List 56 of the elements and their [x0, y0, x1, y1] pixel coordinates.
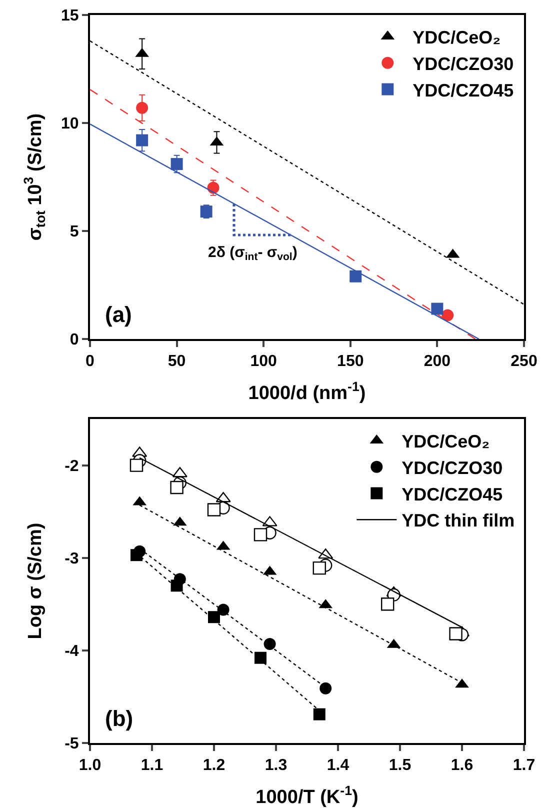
x-tick-label: 1.2	[202, 757, 226, 774]
x-axis-title: 1000/d (nm$^{-1}$)	[248, 379, 366, 404]
x-tick-label: 1.0	[78, 757, 102, 774]
x-tick-label: 250	[510, 353, 538, 370]
annotation: (b)	[105, 706, 134, 731]
point	[320, 682, 332, 694]
legend-label: YDC/CZO45	[402, 484, 503, 504]
annotation: 2δ (σ$_{int}$- σ$_{vol}$)	[208, 244, 298, 264]
point	[442, 309, 454, 322]
annotation: (a)	[105, 302, 132, 327]
legend-label: YDC/CeO₂	[402, 431, 490, 452]
point	[313, 708, 326, 720]
legend-label: YDC/CZO30	[402, 458, 503, 478]
x-tick-label: 150	[337, 353, 364, 370]
point	[254, 652, 266, 664]
point	[208, 611, 220, 624]
y-tick-label: 10	[61, 116, 79, 133]
y-tick-label: -2	[64, 458, 79, 475]
x-tick-label: 1.6	[450, 757, 474, 774]
legend-label: YDC/CZO45	[412, 80, 514, 100]
x-tick-label: 100	[250, 353, 278, 370]
point	[431, 302, 444, 315]
y-tick-label: -3	[64, 550, 79, 568]
x-tick-label: 50	[168, 353, 186, 370]
point	[264, 638, 276, 650]
point	[254, 528, 268, 542]
x-axis-title: 1000/T (K$^{-1}$)	[256, 783, 358, 808]
legend-label: YDC/CZO30	[412, 54, 514, 74]
legend-label: YDC thin film	[402, 510, 515, 531]
x-tick-label: 0	[86, 353, 95, 370]
point	[312, 561, 326, 575]
point	[207, 503, 221, 516]
point	[136, 102, 148, 114]
x-tick-label: 1.1	[140, 757, 164, 774]
point	[350, 270, 362, 282]
y-axis-title: Log σ (S/cm)	[25, 522, 46, 640]
point	[130, 458, 144, 472]
y-tick-label: 0	[70, 332, 79, 349]
x-tick-label: 200	[424, 353, 451, 370]
point	[200, 206, 212, 218]
x-tick-label: 1.5	[388, 757, 412, 774]
y-tick-label: -4	[64, 643, 79, 660]
legend-label: YDC/CeO₂	[412, 27, 501, 48]
y-tick-label: -5	[64, 736, 79, 753]
point	[381, 598, 394, 611]
x-tick-label: 1.4	[326, 757, 350, 774]
point	[136, 134, 148, 146]
y-tick-label: 5	[70, 224, 79, 241]
x-tick-label: 1.3	[264, 757, 288, 774]
point	[449, 627, 462, 640]
y-tick-label: 15	[61, 8, 79, 25]
x-tick-label: 1.7	[512, 757, 536, 774]
point	[170, 580, 183, 592]
point	[170, 480, 184, 494]
point	[130, 549, 142, 562]
point	[170, 158, 183, 170]
